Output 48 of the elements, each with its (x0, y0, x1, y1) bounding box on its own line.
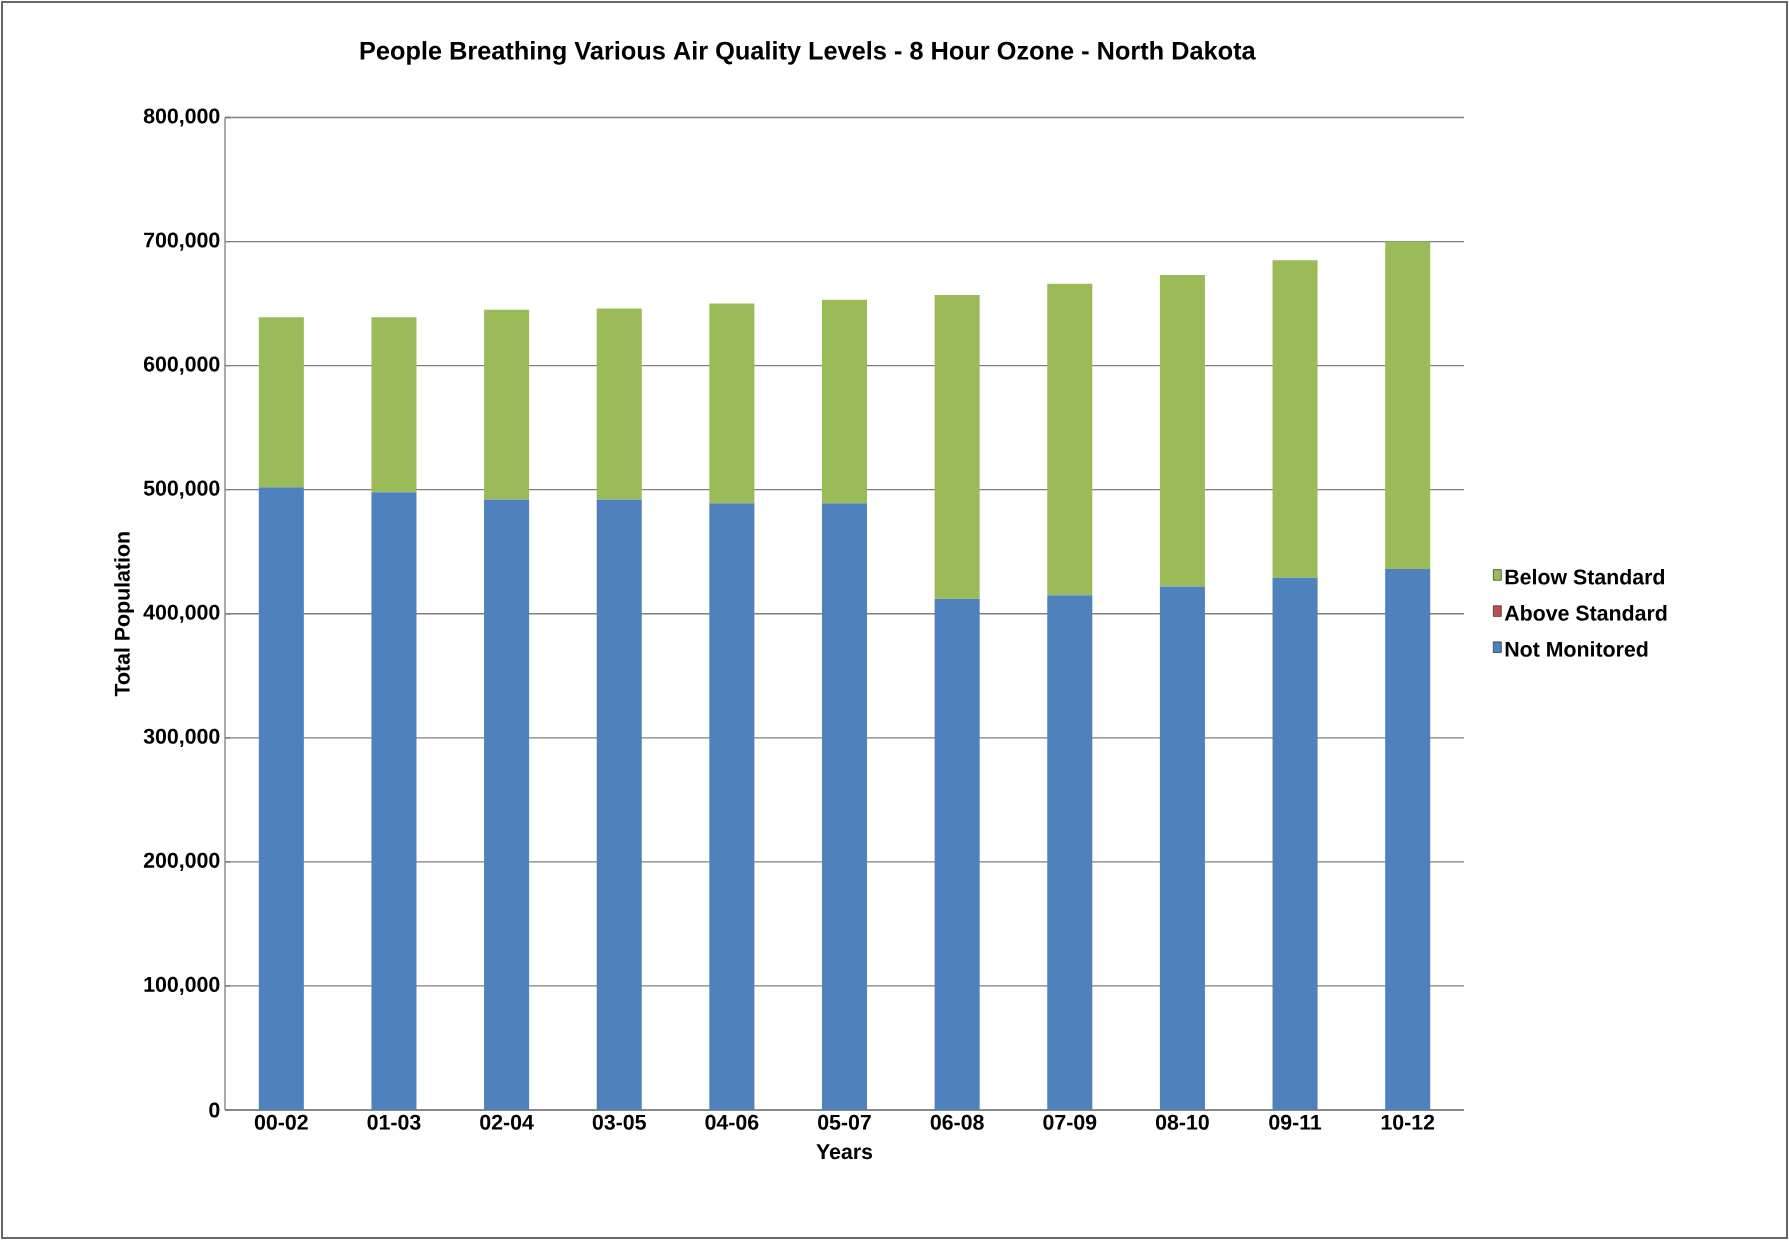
y-tick-label: 200,000 (143, 852, 220, 871)
x-tick-label: 06-08 (930, 1114, 984, 1130)
legend-label: Not Monitored (1505, 641, 1648, 657)
bar (709, 503, 755, 1110)
bar (596, 499, 642, 1110)
bar (1047, 283, 1093, 596)
bar (1272, 260, 1318, 578)
bar (709, 303, 755, 504)
bar (484, 499, 530, 1110)
bar (1159, 586, 1205, 1110)
x-tick-label: 03-05 (592, 1114, 646, 1130)
bar (258, 487, 304, 1110)
y-tick-label: 500,000 (143, 480, 220, 499)
y-tick-label: 700,000 (144, 232, 220, 251)
bar (371, 317, 417, 493)
bar (1272, 577, 1318, 1110)
x-tick-label: 02-04 (480, 1114, 534, 1130)
x-tick-label: 09-11 (1269, 1114, 1322, 1130)
bar (1385, 569, 1431, 1110)
y-tick-label: 800,000 (143, 108, 220, 127)
y-tick-label: 600,000 (143, 356, 220, 375)
x-axis-title: Years (816, 1144, 873, 1160)
bar (934, 598, 980, 1110)
y-tick-label: 100,000 (144, 976, 220, 996)
x-tick-label: 01-03 (367, 1114, 421, 1130)
x-tick-label: 07-09 (1043, 1114, 1097, 1130)
y-tick-label: 0 (209, 1102, 220, 1118)
legend-label: Above Standard (1504, 605, 1667, 621)
bar (371, 492, 417, 1110)
y-axis-title: Total Population (114, 532, 135, 697)
bar (1047, 595, 1093, 1110)
bar (1159, 275, 1205, 587)
y-tick-label: 300,000 (143, 728, 220, 747)
bar (1385, 241, 1431, 570)
x-tick-label: 00-02 (254, 1114, 308, 1130)
chart-title: People Breathing Various Air Quality Levels - 8 Hour Ozone - North Dakota (360, 41, 1256, 65)
legend-label: Below Standard (1505, 568, 1665, 585)
bar (821, 299, 868, 504)
bar (821, 503, 868, 1110)
x-tick-label: 08-10 (1155, 1114, 1209, 1130)
y-tick-label: 400,000 (143, 604, 220, 623)
bar (258, 317, 304, 488)
bar (484, 309, 530, 500)
x-tick-label: 05-07 (818, 1114, 871, 1130)
bar (596, 308, 642, 500)
bar (934, 294, 980, 599)
x-tick-label: 10-12 (1381, 1114, 1435, 1130)
x-tick-label: 04-06 (705, 1114, 759, 1130)
